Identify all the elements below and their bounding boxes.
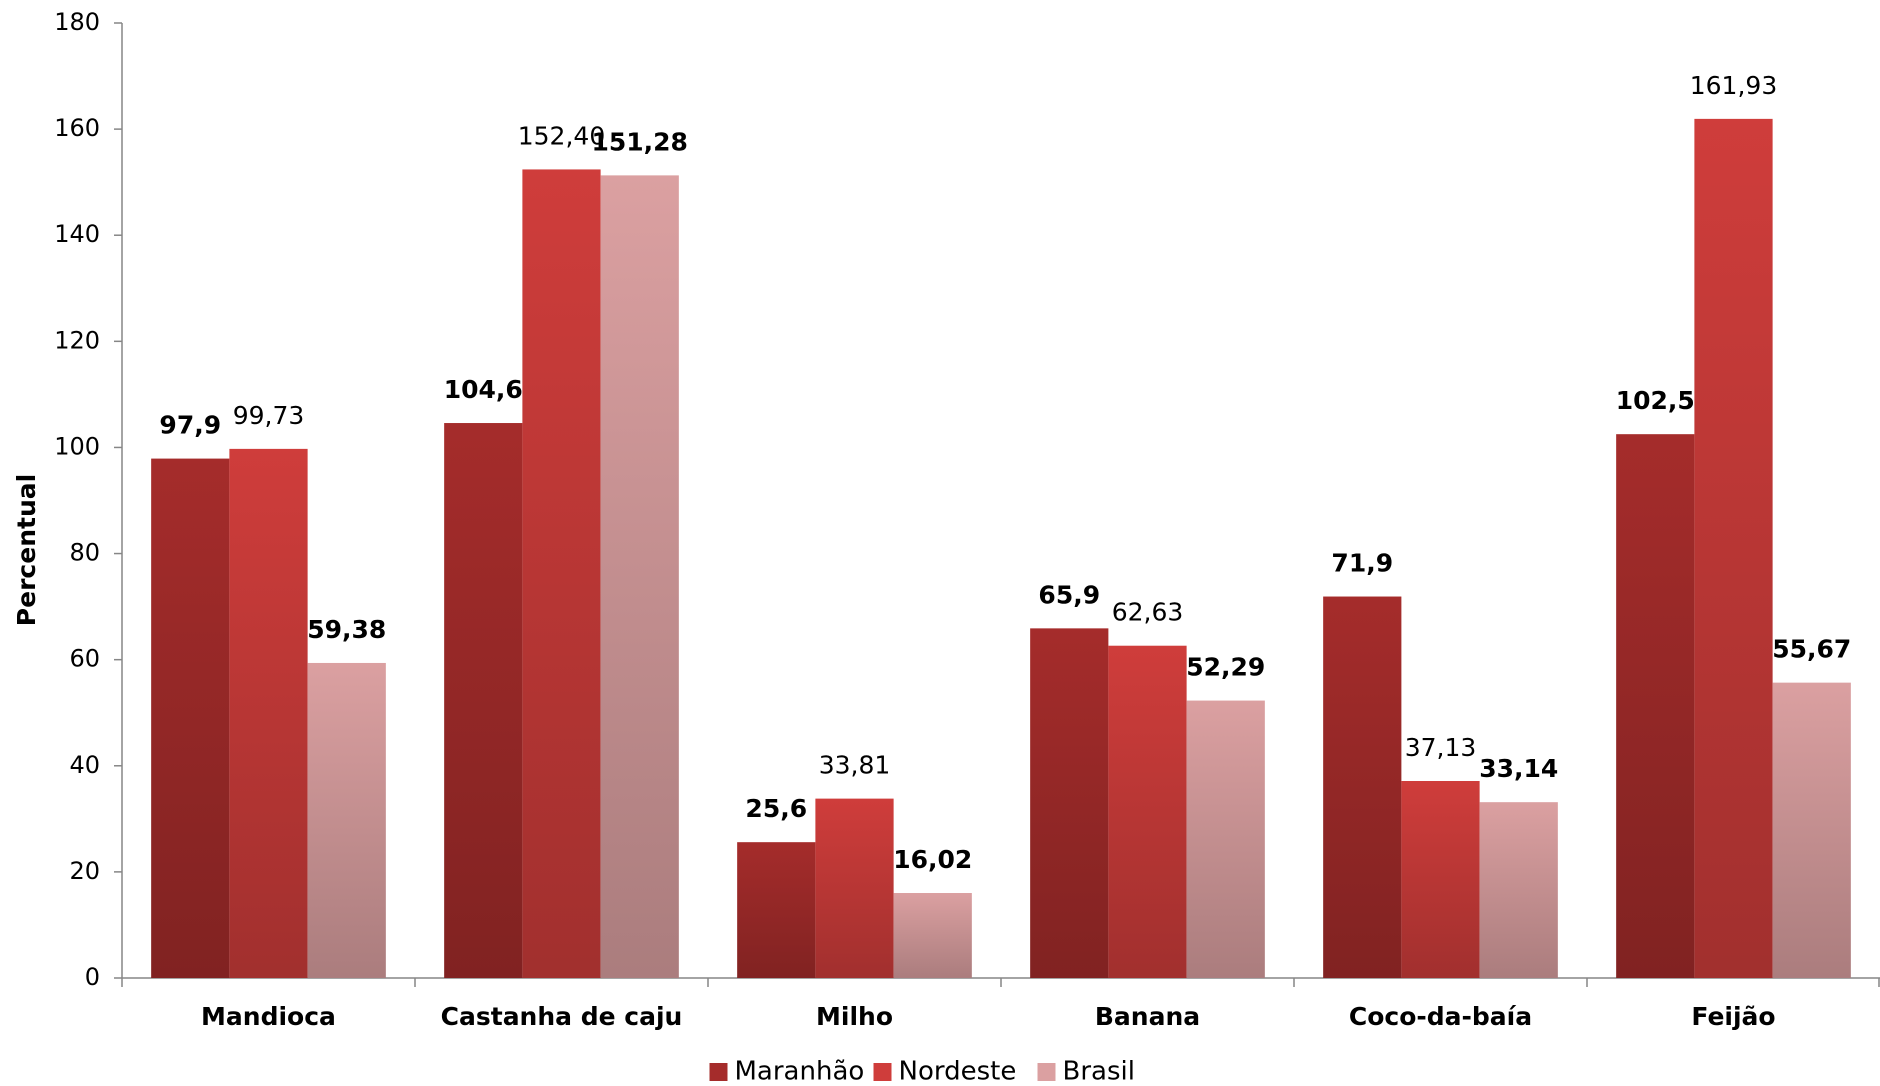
y-tick-label: 60 — [69, 645, 100, 673]
bar — [737, 842, 816, 978]
y-tick-label: 160 — [54, 114, 100, 142]
value-label: 16,02 — [893, 845, 972, 874]
y-tick-label: 100 — [54, 432, 100, 460]
legend-swatch — [709, 1063, 728, 1081]
legend-label: Maranhão — [735, 1057, 865, 1086]
value-label: 102,5 — [1616, 386, 1695, 415]
y-tick-label: 80 — [69, 539, 100, 567]
value-label: 104,6 — [444, 375, 523, 404]
x-tick-label: Banana — [1095, 1002, 1200, 1031]
legend-swatch — [873, 1063, 892, 1081]
value-label: 62,63 — [1112, 598, 1184, 627]
x-tick-label: Milho — [816, 1002, 893, 1031]
x-tick-label: Feijão — [1691, 1002, 1775, 1031]
value-label: 33,14 — [1479, 754, 1558, 783]
y-tick-label: 180 — [54, 8, 100, 36]
bar — [1772, 682, 1851, 978]
y-tick-label: 0 — [85, 963, 100, 991]
bar — [893, 893, 972, 978]
value-label: 161,93 — [1690, 71, 1777, 100]
bar — [1616, 434, 1695, 978]
bar — [1401, 781, 1480, 978]
y-axis-title: Percentual — [12, 474, 41, 626]
value-label: 33,81 — [819, 751, 891, 780]
bar — [815, 798, 894, 978]
bar — [1030, 628, 1109, 978]
bar — [1323, 596, 1402, 978]
y-tick-label: 140 — [54, 220, 100, 248]
x-tick-label: Mandioca — [201, 1002, 336, 1031]
value-label: 25,6 — [745, 794, 807, 823]
value-label: 37,13 — [1405, 733, 1477, 762]
x-tick-label: Castanha de caju — [441, 1002, 683, 1031]
bar — [307, 662, 386, 978]
value-label: 59,38 — [307, 615, 386, 644]
bar — [600, 175, 679, 978]
legend-label: Nordeste — [899, 1057, 1017, 1086]
y-tick-label: 20 — [69, 857, 100, 885]
legend-swatch — [1037, 1063, 1056, 1081]
bar — [1694, 118, 1773, 978]
y-tick-label: 40 — [69, 751, 100, 779]
bar — [1479, 802, 1558, 978]
bar — [444, 423, 523, 978]
bar — [229, 448, 308, 978]
x-tick-label: Coco-da-baía — [1349, 1002, 1532, 1031]
value-label: 52,29 — [1186, 653, 1265, 682]
value-label: 151,28 — [591, 127, 687, 156]
value-label: 55,67 — [1772, 635, 1851, 664]
value-label: 99,73 — [233, 401, 305, 430]
value-label: 97,9 — [159, 411, 221, 440]
y-tick-label: 120 — [54, 326, 100, 354]
bar — [522, 169, 601, 978]
legend-label: Brasil — [1063, 1057, 1135, 1086]
bar — [1186, 700, 1265, 978]
value-label: 71,9 — [1331, 549, 1393, 578]
value-label: 152,40 — [518, 121, 605, 150]
value-label: 65,9 — [1038, 580, 1100, 609]
bar — [1108, 645, 1187, 978]
bar — [151, 458, 230, 978]
